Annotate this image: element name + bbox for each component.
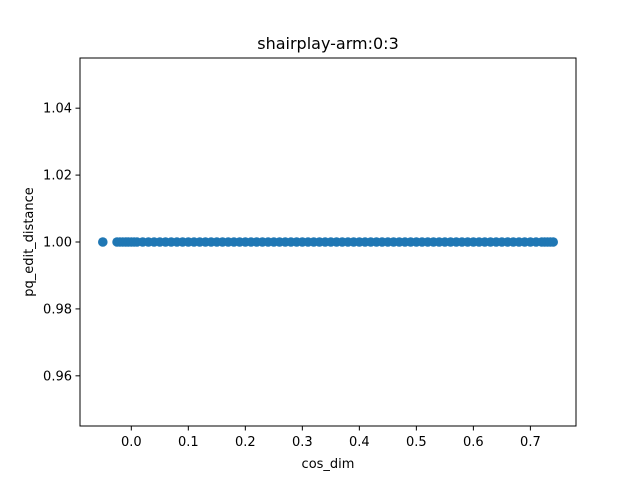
y-tick-label: 0.98 bbox=[43, 302, 72, 317]
x-tick-label: 0.2 bbox=[235, 435, 256, 450]
data-points bbox=[98, 237, 558, 247]
y-tick-label: 1.00 bbox=[43, 236, 72, 251]
x-tick-label: 0.7 bbox=[520, 435, 541, 450]
y-tick-label: 1.04 bbox=[43, 102, 72, 117]
data-point bbox=[548, 237, 558, 247]
chart-title: shairplay-arm:0:3 bbox=[257, 34, 399, 53]
x-tick-label: 0.4 bbox=[349, 435, 370, 450]
y-tick-label: 0.96 bbox=[43, 369, 72, 384]
x-axis-label: cos_dim bbox=[302, 457, 355, 472]
y-tick-label: 1.02 bbox=[43, 169, 72, 184]
y-axis-ticks: 0.96 0.98 1.00 1.02 1.04 bbox=[43, 102, 80, 384]
x-tick-label: 0.1 bbox=[178, 435, 199, 450]
x-tick-label: 0.6 bbox=[463, 435, 484, 450]
y-axis-label: pq_edit_distance bbox=[22, 187, 37, 297]
x-tick-label: 0.3 bbox=[292, 435, 313, 450]
x-tick-label: 0.0 bbox=[121, 435, 142, 450]
x-tick-label: 0.5 bbox=[406, 435, 427, 450]
x-axis-ticks: 0.0 0.1 0.2 0.3 0.4 0.5 0.6 0.7 bbox=[121, 426, 541, 450]
data-point bbox=[98, 237, 108, 247]
